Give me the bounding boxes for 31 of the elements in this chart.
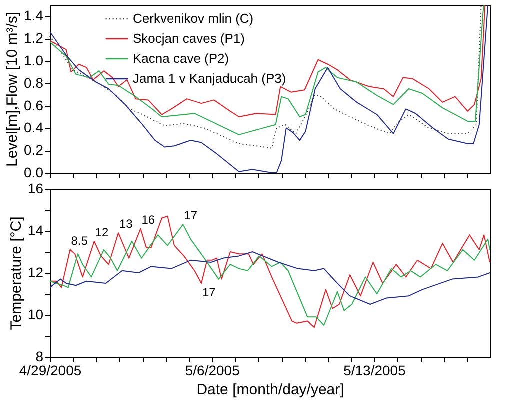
y-tick-label: 1.0: [24, 52, 44, 68]
legend-label: Skocjan caves (P1): [133, 31, 245, 46]
annotation: 12: [95, 226, 110, 240]
y-tick-label: 0.0: [24, 164, 44, 180]
y-tick-label: 0.4: [24, 120, 44, 136]
y-tick-label: 0.8: [24, 74, 44, 91]
x-axis-title: Date [month/day/year]: [196, 382, 344, 398]
x-tick-label: 5/6/2005: [185, 362, 240, 378]
legend-label: Jama 1 v Kanjaducah (P3): [133, 71, 286, 86]
annotation: 16: [142, 212, 156, 227]
y-tick-label: 8: [36, 348, 44, 364]
y-tick-label: 1.2: [24, 30, 44, 46]
legend-label: Kacna cave (P2): [133, 51, 230, 66]
y-tick-label: 0.2: [24, 142, 44, 158]
y-tick-label: 16: [28, 180, 44, 196]
x-tick-label: 4/29/2005: [19, 362, 82, 378]
y-tick-label: 0.6: [24, 97, 44, 114]
y-tick-label: 12: [28, 264, 44, 280]
line-series: [50, 4, 489, 174]
line-series: [50, 252, 490, 305]
annotation: 13: [120, 217, 134, 232]
y-axis-title: Level[m],Flow [10 m³/s]: [4, 12, 22, 168]
annotation: 8.5: [71, 234, 88, 248]
y-axis-title: Temperature [°C]: [8, 216, 25, 330]
annotation: 17: [202, 286, 216, 300]
y-tick-label: 10: [28, 306, 44, 322]
y-tick-label: 14: [28, 222, 44, 238]
annotation: 17: [184, 208, 198, 223]
x-tick-label: 5/13/2005: [344, 362, 406, 378]
legend-label: Cerkvenikov mlin (C): [133, 11, 254, 26]
y-tick-label: 1.4: [24, 8, 44, 24]
